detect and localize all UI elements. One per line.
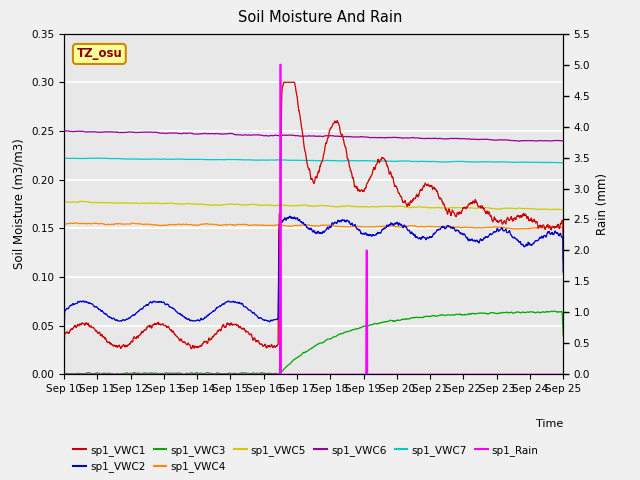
Text: Soil Moisture And Rain: Soil Moisture And Rain (238, 10, 402, 24)
Legend: sp1_VWC1, sp1_VWC2, sp1_VWC3, sp1_VWC4, sp1_VWC5, sp1_VWC6, sp1_VWC7, sp1_Rain: sp1_VWC1, sp1_VWC2, sp1_VWC3, sp1_VWC4, … (69, 441, 543, 476)
Text: TZ_osu: TZ_osu (77, 48, 122, 60)
Text: Time: Time (536, 419, 563, 429)
Y-axis label: Soil Moisture (m3/m3): Soil Moisture (m3/m3) (13, 139, 26, 269)
Y-axis label: Rain (mm): Rain (mm) (596, 173, 609, 235)
